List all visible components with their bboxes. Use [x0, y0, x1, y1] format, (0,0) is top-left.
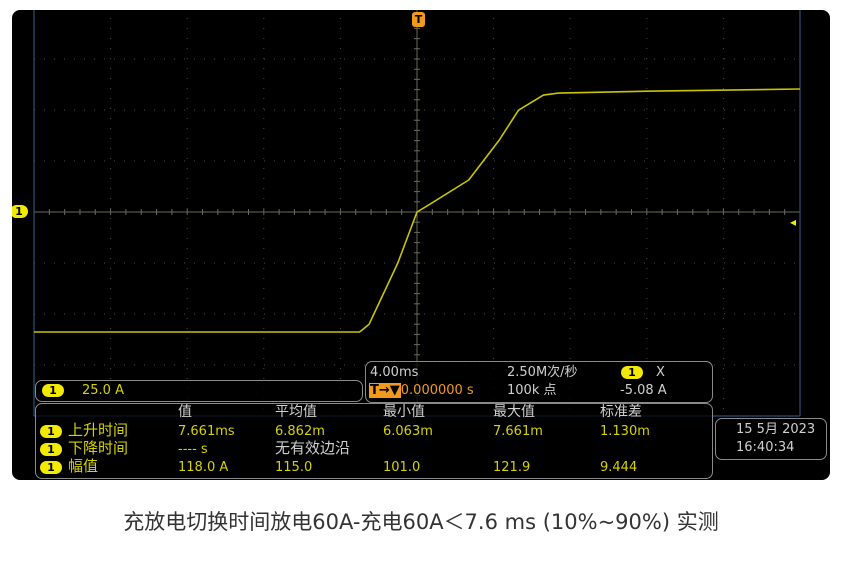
channel-badge: 1: [42, 384, 64, 397]
cell-mean: 115.0: [275, 460, 313, 475]
cell-max: 7.661m: [493, 424, 543, 439]
header-min: 最小值: [383, 404, 425, 420]
header-mean: 平均值: [275, 404, 317, 420]
channel-scale-box[interactable]: 1 25.0 A: [35, 380, 363, 402]
cell-mean: 6.862m: [275, 424, 325, 439]
row-channel-badge: 1: [40, 443, 62, 456]
record-length: 100k 点: [507, 383, 557, 398]
row-channel-badge: 1: [40, 461, 62, 474]
date: 15 5月 2023: [736, 422, 816, 437]
trigger-delay-prefix: T→▼: [369, 383, 401, 398]
timebase-box[interactable]: 4.00ms T→▼0.000000 s 2.50M次/秒 100k 点 1 X…: [365, 361, 713, 403]
measurements-table[interactable]: 值 平均值 最小值 最大值 标准差 1 上升时间 7.661ms 6.862m …: [35, 403, 713, 479]
trigger-position-marker[interactable]: T: [412, 12, 425, 27]
oscilloscope-screen: 1 T ◂ 1 25.0 A 4.00ms T→▼0.000000 s 2.50…: [12, 10, 830, 480]
cell-min: 6.063m: [383, 424, 433, 439]
sample-rate: 2.50M次/秒: [507, 365, 578, 380]
trigger-delay-row: T→▼0.000000 s: [369, 383, 474, 398]
row-channel-badge: 1: [40, 425, 62, 438]
cell-stddev: 1.130m: [600, 424, 650, 439]
header-max: 最大值: [493, 404, 535, 420]
cell-min: 101.0: [383, 460, 421, 475]
cell-value: ---- s: [178, 442, 208, 457]
cell-stddev: 9.444: [600, 460, 638, 475]
time: 16:40:34: [736, 440, 795, 455]
row-label: 幅值: [68, 457, 99, 475]
datetime-box[interactable]: 15 5月 2023 16:40:34: [715, 418, 827, 460]
header-value: 值: [178, 404, 192, 420]
cell-max: 121.9: [493, 460, 531, 475]
figure-caption: 充放电切换时间放电60A-充电60A＜7.6 ms (10%~90%) 实测: [123, 510, 719, 534]
time-per-div: 4.00ms: [370, 365, 419, 380]
row-label: 下降时间: [68, 439, 129, 457]
trigger-type: X: [656, 365, 665, 380]
header-stddev: 标准差: [600, 404, 642, 420]
trigger-source-badge: 1: [621, 366, 643, 379]
channel-1-ground-marker[interactable]: 1: [12, 205, 28, 218]
channel-scale: 25.0 A: [82, 383, 124, 398]
waveform-trace: [34, 88, 801, 333]
cell-value: 7.661ms: [178, 424, 235, 439]
cell-value: 118.0 A: [178, 460, 229, 475]
trigger-level: -5.08 A: [620, 383, 667, 398]
trigger-level-arrow-icon[interactable]: ◂: [790, 215, 797, 229]
cell-no-valid-edge: 无有效边沿: [275, 439, 351, 457]
row-label: 上升时间: [68, 421, 129, 439]
trigger-delay: 0.000000 s: [400, 383, 474, 398]
